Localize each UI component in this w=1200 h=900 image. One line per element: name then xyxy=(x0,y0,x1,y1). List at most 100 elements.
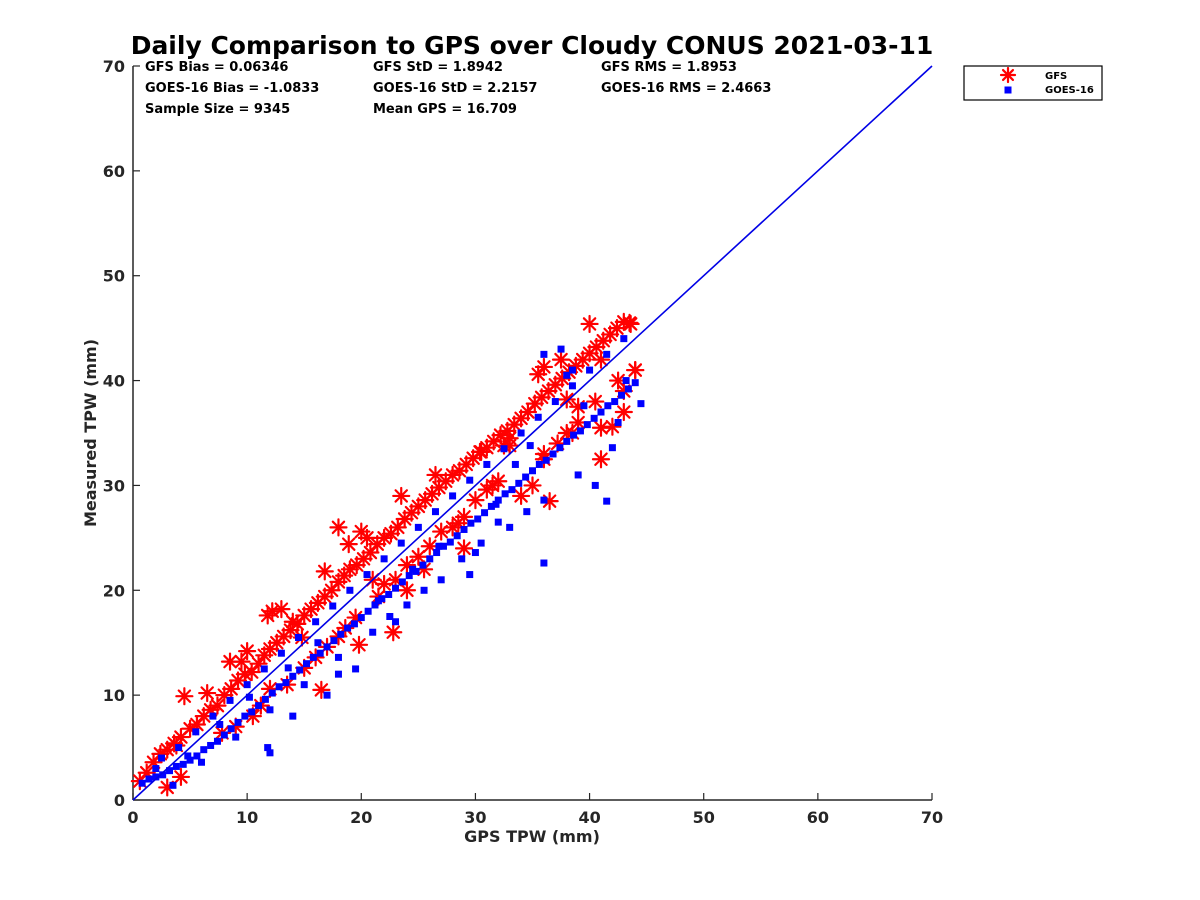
goes16-point xyxy=(386,613,394,620)
goes16-point xyxy=(197,758,205,766)
goes16-point xyxy=(186,756,194,764)
goes16-point xyxy=(492,500,500,508)
goes16-point xyxy=(330,637,338,645)
gfs-point xyxy=(258,606,277,625)
y-tick-label: 50 xyxy=(103,267,125,286)
goes16-point xyxy=(374,597,382,605)
goes16-point xyxy=(166,767,174,775)
goes16-point xyxy=(193,752,201,760)
goes16-point xyxy=(334,653,342,661)
goes16-point xyxy=(175,744,183,752)
chart-title: Daily Comparison to GPS over Cloudy CONU… xyxy=(131,31,934,60)
goes16-point xyxy=(563,437,571,445)
goes16-point xyxy=(207,741,215,749)
goes16-point xyxy=(574,471,582,479)
goes16-point xyxy=(346,586,354,594)
one-to-one-reference-line xyxy=(132,65,933,801)
goes16-point xyxy=(557,345,565,353)
gfs-point xyxy=(569,413,588,432)
goes16-point xyxy=(506,523,514,531)
goes16-point xyxy=(337,630,345,638)
goes16-point xyxy=(570,431,578,439)
goes16-point xyxy=(296,666,304,674)
gfs-point xyxy=(500,429,519,448)
gfs-point xyxy=(171,767,191,787)
goes16-point xyxy=(603,350,611,358)
goes16-point xyxy=(392,618,400,626)
gfs-point xyxy=(591,418,611,437)
x-tick-label: 60 xyxy=(807,808,829,827)
goes16-point xyxy=(620,335,628,343)
goes16-point xyxy=(334,670,342,678)
goes16-point xyxy=(226,696,234,704)
goes16-point xyxy=(245,693,253,701)
goes16-point xyxy=(409,565,417,573)
goes16-point xyxy=(266,749,274,757)
stat-goes16-rms: GOES-16 RMS = 2.4663 xyxy=(601,81,771,96)
goes16-point xyxy=(549,450,557,458)
goes16-point xyxy=(364,607,372,615)
goes16-point xyxy=(172,762,180,770)
gfs-point xyxy=(432,522,451,541)
gfs-point xyxy=(232,652,251,671)
goes16-point xyxy=(169,781,177,789)
legend-gfs-marker xyxy=(999,66,1017,84)
goes16-point xyxy=(568,366,576,374)
goes16-point xyxy=(138,779,146,787)
goes16-point xyxy=(184,752,192,760)
goes16-point xyxy=(192,728,200,736)
goes16-point xyxy=(243,681,251,689)
gfs-point xyxy=(283,612,302,631)
goes16-point xyxy=(597,408,605,416)
gfs-point xyxy=(580,314,599,334)
goes16-point xyxy=(352,665,360,673)
gfs-point xyxy=(551,350,571,369)
goes16-point xyxy=(282,679,290,687)
goes16-point xyxy=(277,649,285,657)
gfs-point xyxy=(361,543,380,562)
x-ticks: 0 10 20 30 40 50 60 70 xyxy=(127,793,943,827)
y-axis-label: Measured TPW (mm) xyxy=(81,339,100,527)
series-gfs xyxy=(130,312,645,797)
goes16-point xyxy=(289,712,297,720)
goes16-point xyxy=(369,628,377,636)
goes16-point xyxy=(540,496,548,504)
goes16-point xyxy=(583,421,591,429)
goes16-point xyxy=(483,460,491,468)
goes16-point xyxy=(608,444,616,452)
goes16-point xyxy=(261,695,269,703)
gfs-point xyxy=(198,683,217,703)
goes16-point xyxy=(568,382,576,390)
stat-gfs-bias: GFS Bias = 0.06346 xyxy=(145,60,288,75)
goes16-point xyxy=(234,718,242,726)
goes16-point xyxy=(576,427,584,435)
gfs-point xyxy=(420,537,439,556)
goes16-point xyxy=(431,508,439,516)
goes16-point xyxy=(152,765,160,773)
goes16-point xyxy=(420,586,428,594)
stat-mean-gps: Mean GPS = 16.709 xyxy=(373,102,517,117)
gfs-point xyxy=(483,476,502,495)
gfs-point xyxy=(586,392,605,411)
gfs-point xyxy=(392,486,411,506)
goes16-point xyxy=(426,555,434,563)
gfs-point xyxy=(464,449,483,468)
goes16-point xyxy=(590,414,598,422)
goes16-point xyxy=(314,639,322,647)
goes16-point xyxy=(302,660,310,668)
goes16-point xyxy=(439,542,447,550)
goes16-point xyxy=(614,419,622,427)
goes16-point xyxy=(248,708,256,716)
x-tick-label: 10 xyxy=(236,808,258,827)
gfs-point xyxy=(626,360,645,380)
goes16-point xyxy=(637,400,645,408)
goes16-point xyxy=(295,633,303,641)
goes16-point xyxy=(487,502,495,510)
goes16-point xyxy=(515,479,523,487)
gfs-point xyxy=(580,344,599,363)
stat-gfs-rms: GFS RMS = 1.8953 xyxy=(601,60,737,75)
goes16-point xyxy=(526,442,534,450)
goes16-point xyxy=(622,377,630,385)
series-goes16 xyxy=(138,335,645,789)
y-tick-label: 20 xyxy=(103,581,125,600)
